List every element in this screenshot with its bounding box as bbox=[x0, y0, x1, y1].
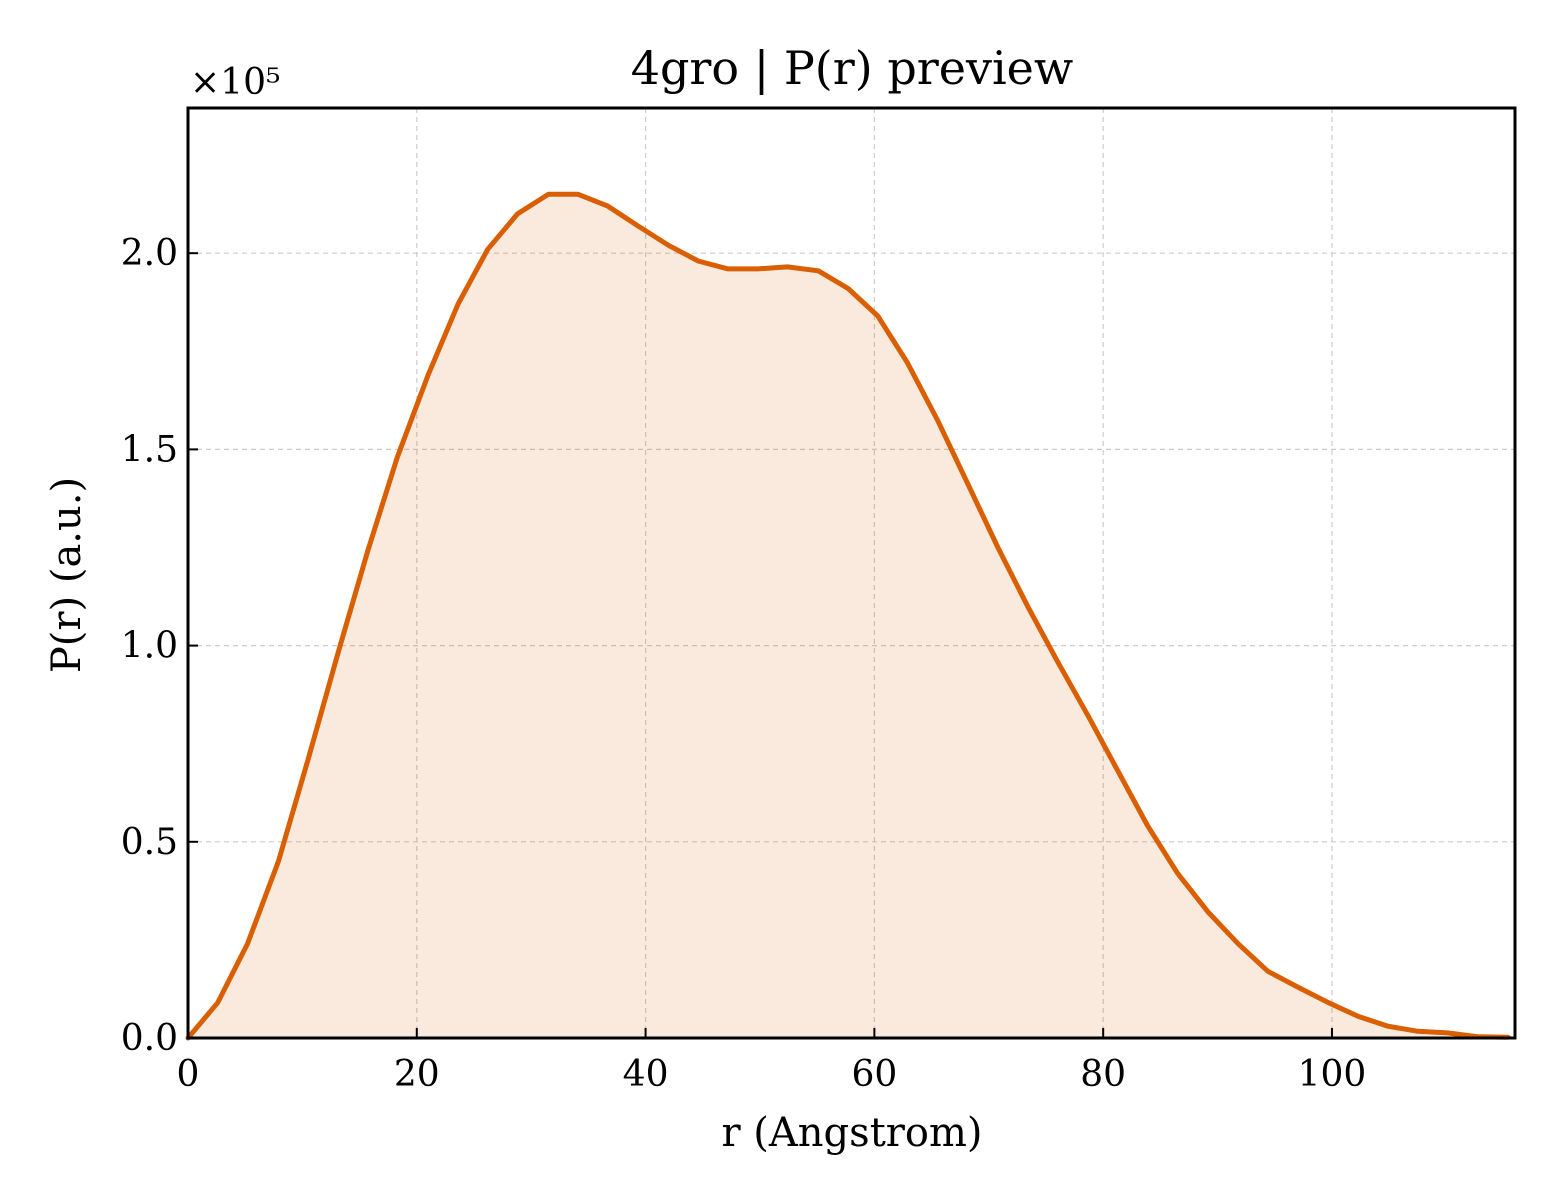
y-tick-label: 0.0 bbox=[121, 1018, 178, 1059]
x-axis-label: r (Angstrom) bbox=[721, 1110, 982, 1156]
y-tick-label: 1.5 bbox=[121, 429, 178, 470]
x-tick-label: 60 bbox=[851, 1054, 897, 1095]
pr-curve bbox=[185, 191, 1511, 1041]
grid-lines bbox=[188, 108, 1515, 1038]
x-tick-label: 100 bbox=[1298, 1054, 1367, 1095]
x-tick-label: 0 bbox=[177, 1054, 200, 1095]
y-axis-ticks: 0.0 0.5 1.0 1.5 2.0 bbox=[121, 233, 198, 1059]
y-axis-label: P(r) (a.u.) bbox=[44, 477, 90, 673]
x-tick-label: 80 bbox=[1080, 1054, 1126, 1095]
x-tick-label: 20 bbox=[394, 1054, 440, 1095]
y-tick-label: 2.0 bbox=[121, 233, 178, 274]
x-tick-label: 40 bbox=[623, 1054, 669, 1095]
y-offset-label: ×10⁵ bbox=[190, 62, 280, 103]
y-tick-label: 0.5 bbox=[121, 822, 178, 863]
plot-frame bbox=[186, 106, 1517, 1040]
pr-area-fill bbox=[188, 194, 1509, 1039]
chart-title: 4gro | P(r) preview bbox=[631, 41, 1074, 95]
y-tick-label: 1.0 bbox=[121, 626, 178, 667]
x-axis-ticks: 0 20 40 60 80 100 bbox=[177, 1028, 1367, 1095]
